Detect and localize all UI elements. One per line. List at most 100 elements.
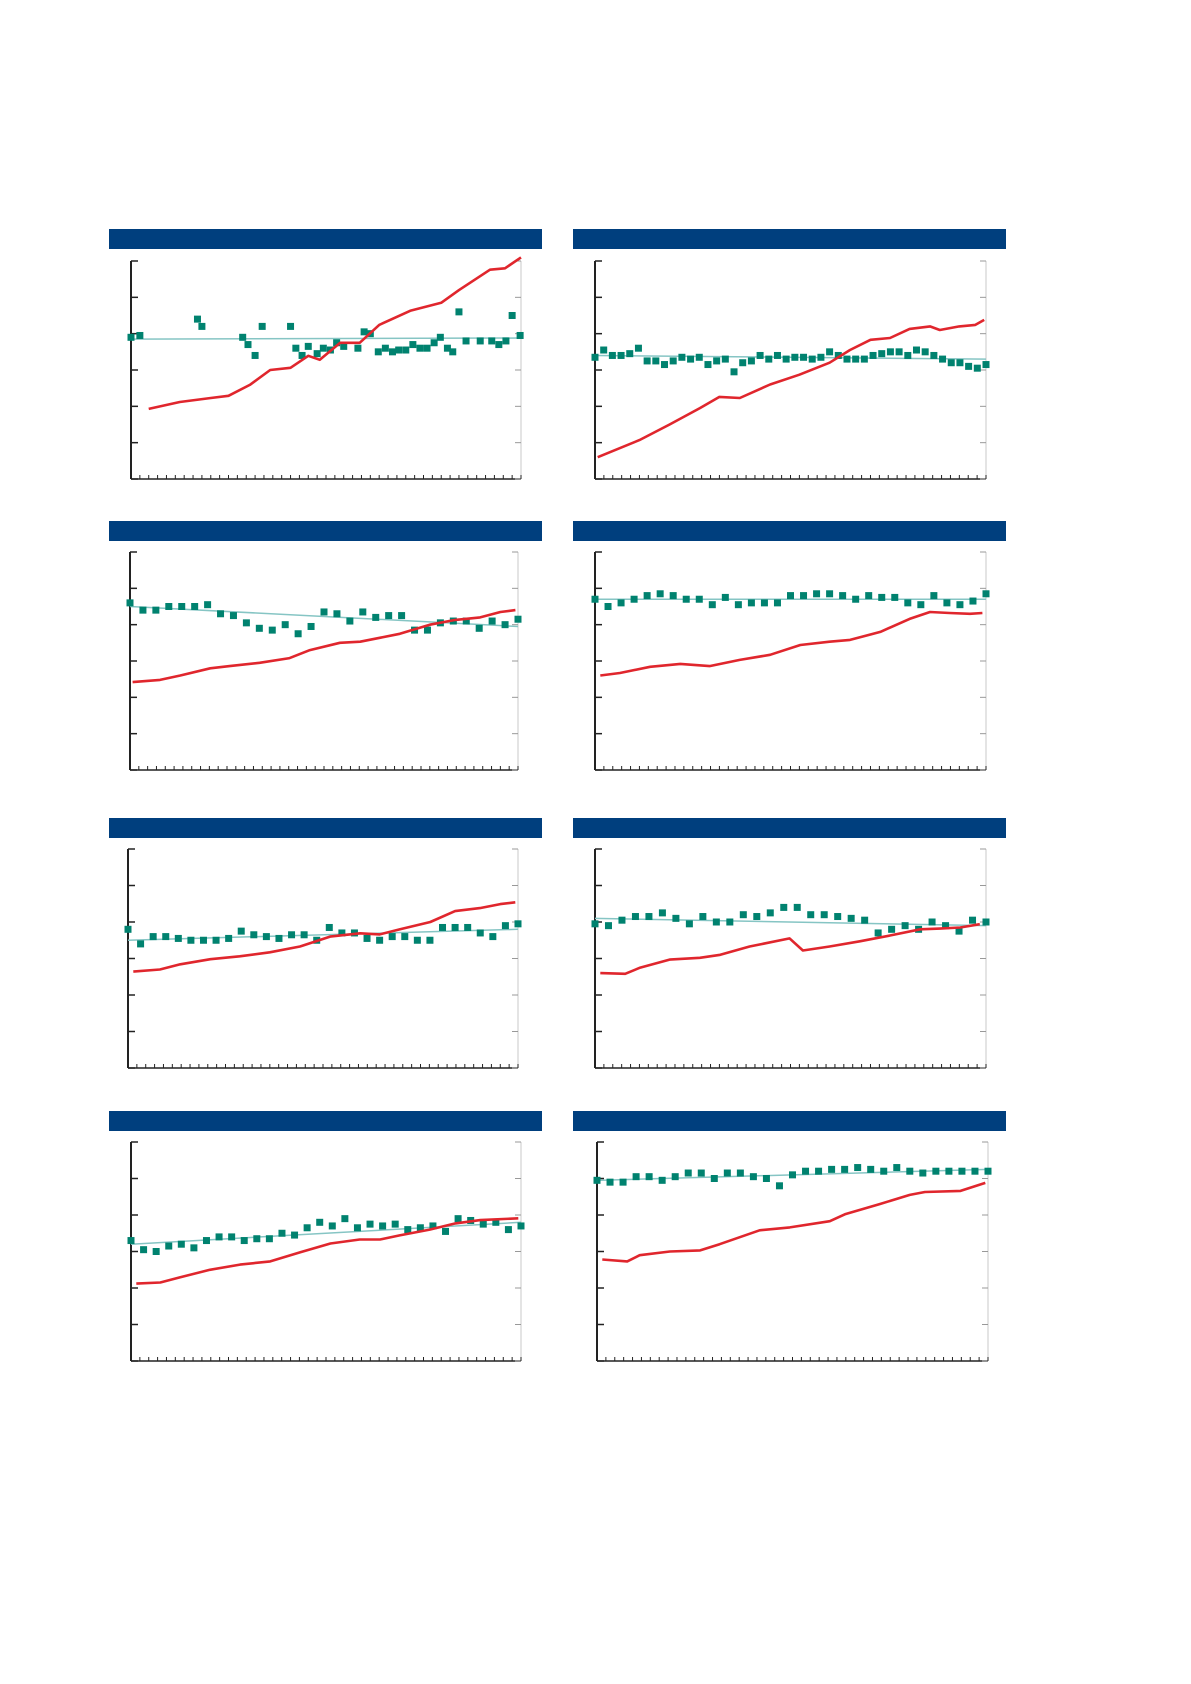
data-point [958,1167,966,1175]
data-point [237,927,245,935]
data-point [178,603,186,610]
data-point [346,617,354,625]
data-point [617,599,625,607]
data-point [303,1224,311,1232]
data-point [626,350,634,358]
data-point [591,920,599,928]
data-point [765,355,773,363]
data-point [366,1220,374,1228]
chart-2 [591,260,990,480]
data-point [826,590,834,598]
data-point [762,1175,770,1182]
chart-2-header-bar [573,229,1006,249]
data-point [492,1218,500,1226]
data-point [316,1218,324,1226]
data-point [893,1164,901,1172]
data-point [591,595,599,603]
data-point [965,362,973,370]
data-point [669,357,677,365]
data-point [895,348,903,356]
data-point [904,351,912,359]
data-point [165,603,173,610]
data-point [328,1222,336,1230]
data-point [697,1169,705,1177]
data-point [388,933,396,941]
data-point [229,612,237,620]
data-point [749,1173,757,1181]
data-point [747,599,755,607]
data-point [880,1167,888,1175]
data-point [869,351,877,359]
data-point [449,348,457,356]
chart-3-header-bar [109,521,542,541]
data-point [793,903,801,911]
data-point [443,344,451,352]
data-point [354,344,362,352]
data-point [423,344,431,352]
data-point [939,355,947,363]
data-point [982,361,990,369]
data-point [736,1169,744,1177]
data-point [127,333,135,341]
data-point [442,1227,450,1235]
series-line [136,1217,519,1285]
plot-area [591,551,990,771]
data-point [904,599,912,607]
data-point [787,592,794,600]
data-point [436,333,444,341]
data-point [826,348,834,356]
chart-6-header-bar [573,818,1006,838]
plot-area [593,1141,992,1362]
data-point [943,599,951,607]
data-point [645,913,653,921]
data-point [476,929,484,937]
data-point [852,355,860,363]
data-point [385,612,393,620]
data-point [721,593,729,601]
data-point [193,315,201,323]
data-point [606,1178,614,1186]
data-point [710,1175,718,1182]
data-point [730,368,738,376]
data-point [240,1237,248,1245]
trend-line [130,337,522,340]
data-point [780,903,788,911]
data-point [843,355,851,363]
data-point [712,918,720,926]
data-point [319,344,327,352]
data-point [756,351,764,359]
data-point [969,597,977,605]
data-point [695,595,703,603]
data-point [353,1224,361,1232]
data-point [841,1165,849,1173]
data-point [652,357,660,365]
data-point [671,1173,679,1181]
data-point [860,355,868,363]
data-point [409,341,417,349]
data-point [278,1229,286,1237]
data-point [479,1220,487,1228]
data-point [288,931,296,939]
data-point [618,916,626,924]
plot-area [591,848,990,1069]
data-point [930,351,938,359]
data-point [834,913,842,921]
data-point [658,909,666,917]
data-point [800,592,808,600]
data-point [766,909,774,917]
chart-6 [591,848,990,1069]
data-point [242,619,250,627]
data-point [258,322,266,330]
data-point [912,346,920,354]
data-point [187,936,195,944]
data-point [244,341,252,349]
data-point [867,1165,875,1173]
data-point [604,603,612,610]
chart-7-header-bar [109,1111,542,1131]
data-point [791,353,799,361]
data-point [501,922,509,930]
data-point [658,1176,666,1184]
data-point [747,357,755,365]
data-point [359,608,367,616]
data-point [921,348,929,356]
